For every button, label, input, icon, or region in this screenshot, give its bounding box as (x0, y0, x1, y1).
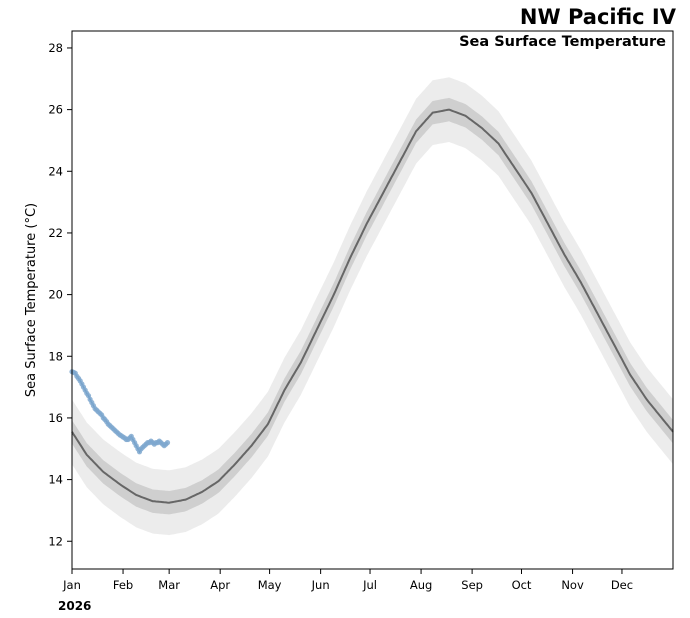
y-tick-label: 12 (48, 534, 63, 548)
year-label: 2026 (58, 599, 91, 613)
y-tick-label: 16 (48, 411, 63, 425)
x-tick-label: Aug (410, 578, 432, 592)
x-tick-label: Mar (158, 578, 180, 592)
climatology-bands (72, 77, 673, 536)
y-tick-label: 22 (48, 226, 63, 240)
y-tick-label: 20 (48, 288, 63, 302)
x-axis-ticks: Jan Feb Mar Apr May Jun Jul Aug Sep Oct Nov Dec (62, 569, 633, 592)
chart-title: NW Pacific IV (520, 5, 677, 29)
chart-subtitle: Sea Surface Temperature (459, 34, 666, 50)
x-tick-label: Feb (113, 578, 133, 592)
x-tick-label: Apr (210, 578, 230, 592)
y-tick-label: 24 (48, 164, 63, 178)
y-tick-label: 18 (48, 349, 63, 363)
x-tick-label: Jun (311, 578, 330, 592)
y-tick-label: 14 (48, 473, 63, 487)
y-axis-ticks: 12 14 16 18 20 22 24 26 28 (48, 41, 72, 548)
x-tick-label: May (258, 578, 282, 592)
x-tick-label: Nov (561, 578, 584, 592)
y-axis-label: Sea Surface Temperature (°C) (24, 203, 39, 397)
climatology-mean (71, 108, 674, 504)
series-point (164, 440, 171, 446)
x-tick-label: Oct (512, 578, 532, 592)
x-tick-label: Sep (461, 578, 483, 592)
observations-2026 (69, 369, 171, 455)
y-tick-label: 26 (48, 103, 63, 117)
climatology-outer-band (72, 77, 673, 536)
x-tick-label: Jul (362, 578, 377, 592)
x-tick-label: Jan (62, 578, 81, 592)
x-tick-label: Dec (611, 578, 633, 592)
plot-frame (71, 30, 674, 570)
climatology-mean-line (71, 108, 674, 504)
y-tick-label: 28 (48, 41, 63, 55)
